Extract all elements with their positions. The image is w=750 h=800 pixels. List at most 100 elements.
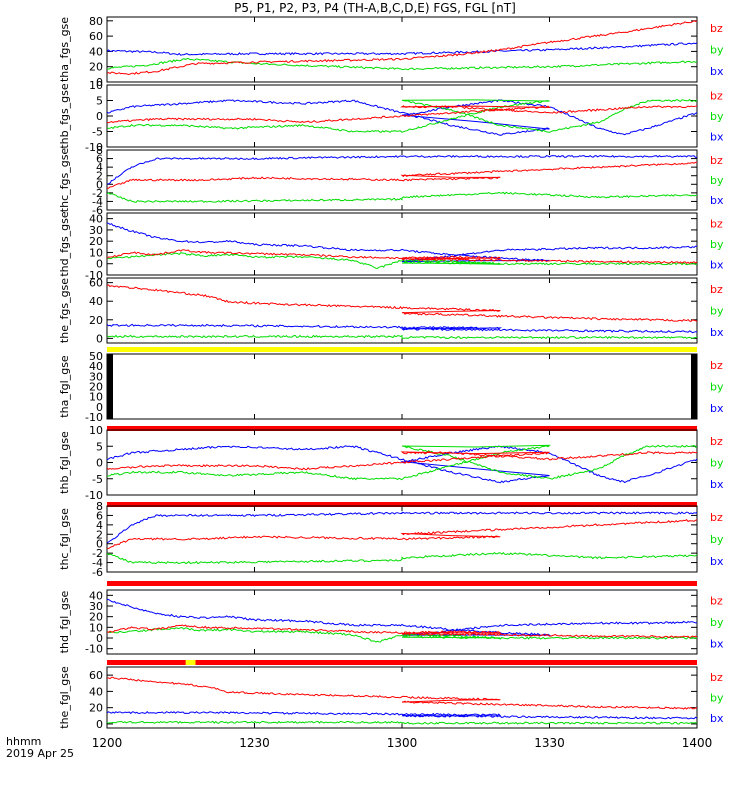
y-tick-label: 0	[96, 178, 103, 191]
series-by	[107, 252, 697, 270]
legend-bx: bx	[710, 259, 724, 272]
series-by	[107, 720, 697, 725]
y-tick-label: 30	[89, 600, 103, 613]
y-tick-label: 50	[89, 350, 103, 363]
y-tick-label: -5	[92, 126, 103, 139]
quality-flag-bar	[107, 581, 697, 586]
legend-by: by	[710, 616, 724, 629]
legend-bx: bx	[710, 402, 724, 415]
y-tick-label: 40	[89, 360, 103, 373]
y-tick-label: -6	[92, 566, 103, 579]
y-tick-label: 0	[96, 76, 103, 89]
panel-frame	[106, 666, 698, 729]
chart-title: P5, P1, P2, P3, P4 (TH-A,B,C,D,E) FGS, F…	[234, 1, 516, 15]
panel-frame	[106, 16, 698, 83]
y-tick-label: -10	[85, 141, 103, 154]
y-axis-title: thb_fgl_gse	[58, 431, 71, 494]
x-tick-label: 1230	[239, 736, 270, 750]
legend-by: by	[710, 110, 724, 123]
legend-bx: bx	[710, 712, 724, 725]
series-by	[107, 57, 697, 71]
y-tick-label: 0	[96, 401, 103, 414]
y-tick-label: 0	[96, 332, 103, 345]
series-bz	[107, 519, 697, 550]
legend-by: by	[710, 533, 724, 546]
y-tick-label: 0	[96, 632, 103, 645]
panel-frame	[106, 212, 698, 276]
series-bz	[107, 624, 697, 639]
y-tick-label: -4	[92, 557, 103, 570]
y-tick-label: 40	[89, 589, 103, 602]
y-axis-title: the_fgs_gse	[58, 278, 71, 343]
legend-by: by	[710, 692, 724, 705]
x-tick-label: 1200	[92, 736, 123, 750]
y-tick-label: 2	[96, 528, 103, 541]
y-tick-label: 8	[96, 144, 103, 157]
legend-bz: bz	[710, 283, 723, 296]
y-tick-label: 20	[89, 314, 103, 327]
series-bx	[107, 511, 697, 544]
legend-bx: bx	[710, 478, 724, 491]
y-tick-label: 20	[89, 61, 103, 74]
quality-flag-bar	[107, 347, 697, 352]
y-tick-label: 4	[96, 161, 103, 174]
series-bz	[107, 676, 697, 713]
y-tick-label: 30	[89, 370, 103, 383]
legend-bz: bz	[710, 154, 723, 167]
y-axis-title: tha_fgl_gse	[58, 355, 71, 418]
y-tick-label: 60	[89, 277, 103, 290]
y-tick-label: 0	[96, 538, 103, 551]
y-tick-label: 30	[89, 224, 103, 237]
legend-by: by	[710, 238, 724, 251]
legend-bz: bz	[710, 595, 723, 608]
y-axis-title: thd_fgl_gse	[58, 590, 71, 653]
legend-bz: bz	[710, 217, 723, 230]
legend-bz: bz	[710, 22, 723, 35]
legend-bz: bz	[710, 671, 723, 684]
legend-by: by	[710, 44, 724, 57]
x-tick-label: 1400	[682, 736, 713, 750]
y-tick-label: -2	[92, 187, 103, 200]
y-tick-label: -10	[85, 269, 103, 282]
series-bz	[107, 249, 697, 265]
y-tick-label: 10	[89, 391, 103, 404]
series-bx	[107, 711, 697, 720]
x-tick-label: 1330	[534, 736, 565, 750]
y-axis-title: the_fgl_gse	[58, 666, 71, 729]
y-tick-label: 10	[89, 246, 103, 259]
y-tick-label: 80	[89, 15, 103, 28]
legend-bx: bx	[710, 131, 724, 144]
y-tick-label: 40	[89, 295, 103, 308]
y-tick-label: 40	[89, 213, 103, 226]
y-axis-title: thd_fgs_gse	[58, 211, 71, 277]
data-gap-bar	[691, 354, 697, 419]
y-tick-label: 5	[96, 95, 103, 108]
legend-bx: bx	[710, 194, 724, 207]
legend-by: by	[710, 305, 724, 318]
y-tick-label: -6	[92, 204, 103, 217]
series-bx	[107, 42, 697, 56]
series-bz	[107, 20, 697, 76]
legend-bz: bz	[710, 359, 723, 372]
legend-by: by	[710, 457, 724, 470]
y-tick-label: 6	[96, 153, 103, 166]
y-tick-label: 20	[89, 235, 103, 248]
legend-bx: bx	[710, 326, 724, 339]
y-tick-label: 0	[96, 110, 103, 123]
series-by	[107, 551, 697, 565]
data-gap-bar	[107, 354, 113, 419]
y-tick-label: -10	[85, 643, 103, 656]
time-axis-label: hhmm	[6, 735, 42, 748]
y-tick-label: 10	[89, 424, 103, 437]
y-tick-label: 20	[89, 611, 103, 624]
panel-frame	[106, 353, 698, 420]
quality-flag-bar	[107, 660, 697, 665]
legend-bx: bx	[710, 637, 724, 650]
y-tick-label: -10	[85, 411, 103, 424]
series-by	[107, 627, 697, 643]
series-by	[107, 191, 697, 203]
y-tick-label: 0	[96, 457, 103, 470]
y-tick-label: 40	[89, 45, 103, 58]
x-tick-label: 1300	[387, 736, 418, 750]
